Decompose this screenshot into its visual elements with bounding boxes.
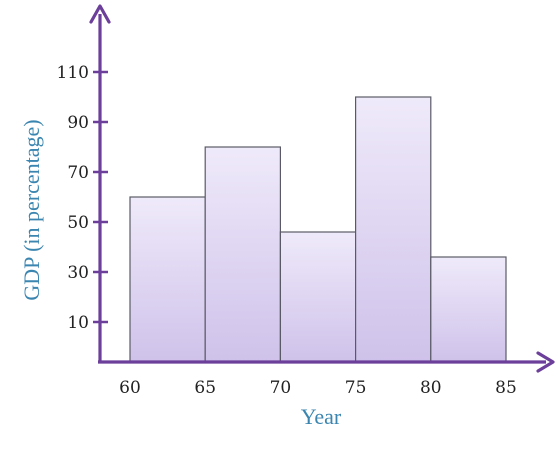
y-tick-label: 10 [67,313,89,333]
histogram-bar-2 [205,147,280,362]
histogram-bar-1 [130,197,205,362]
histogram-bar-4 [356,97,431,362]
x-tick-label: 65 [194,378,216,398]
y-tick-label: 70 [67,163,89,183]
bars-layer [130,97,506,362]
x-tick-label: 70 [270,378,292,398]
x-tick-label: 80 [420,378,442,398]
histogram-bar-3 [280,232,355,362]
y-tick-label: 30 [67,263,89,283]
x-tick-label: 75 [345,378,367,398]
x-axis-title: Year [301,404,342,429]
y-axis-title: GDP (in percentage) [19,119,44,300]
y-tick-label: 50 [67,213,89,233]
histogram-bar-5 [431,257,506,362]
x-tick-label: 60 [119,378,141,398]
y-tick-label: 90 [67,113,89,133]
y-tick-label: 110 [57,63,89,83]
x-tick-label: 85 [495,378,517,398]
